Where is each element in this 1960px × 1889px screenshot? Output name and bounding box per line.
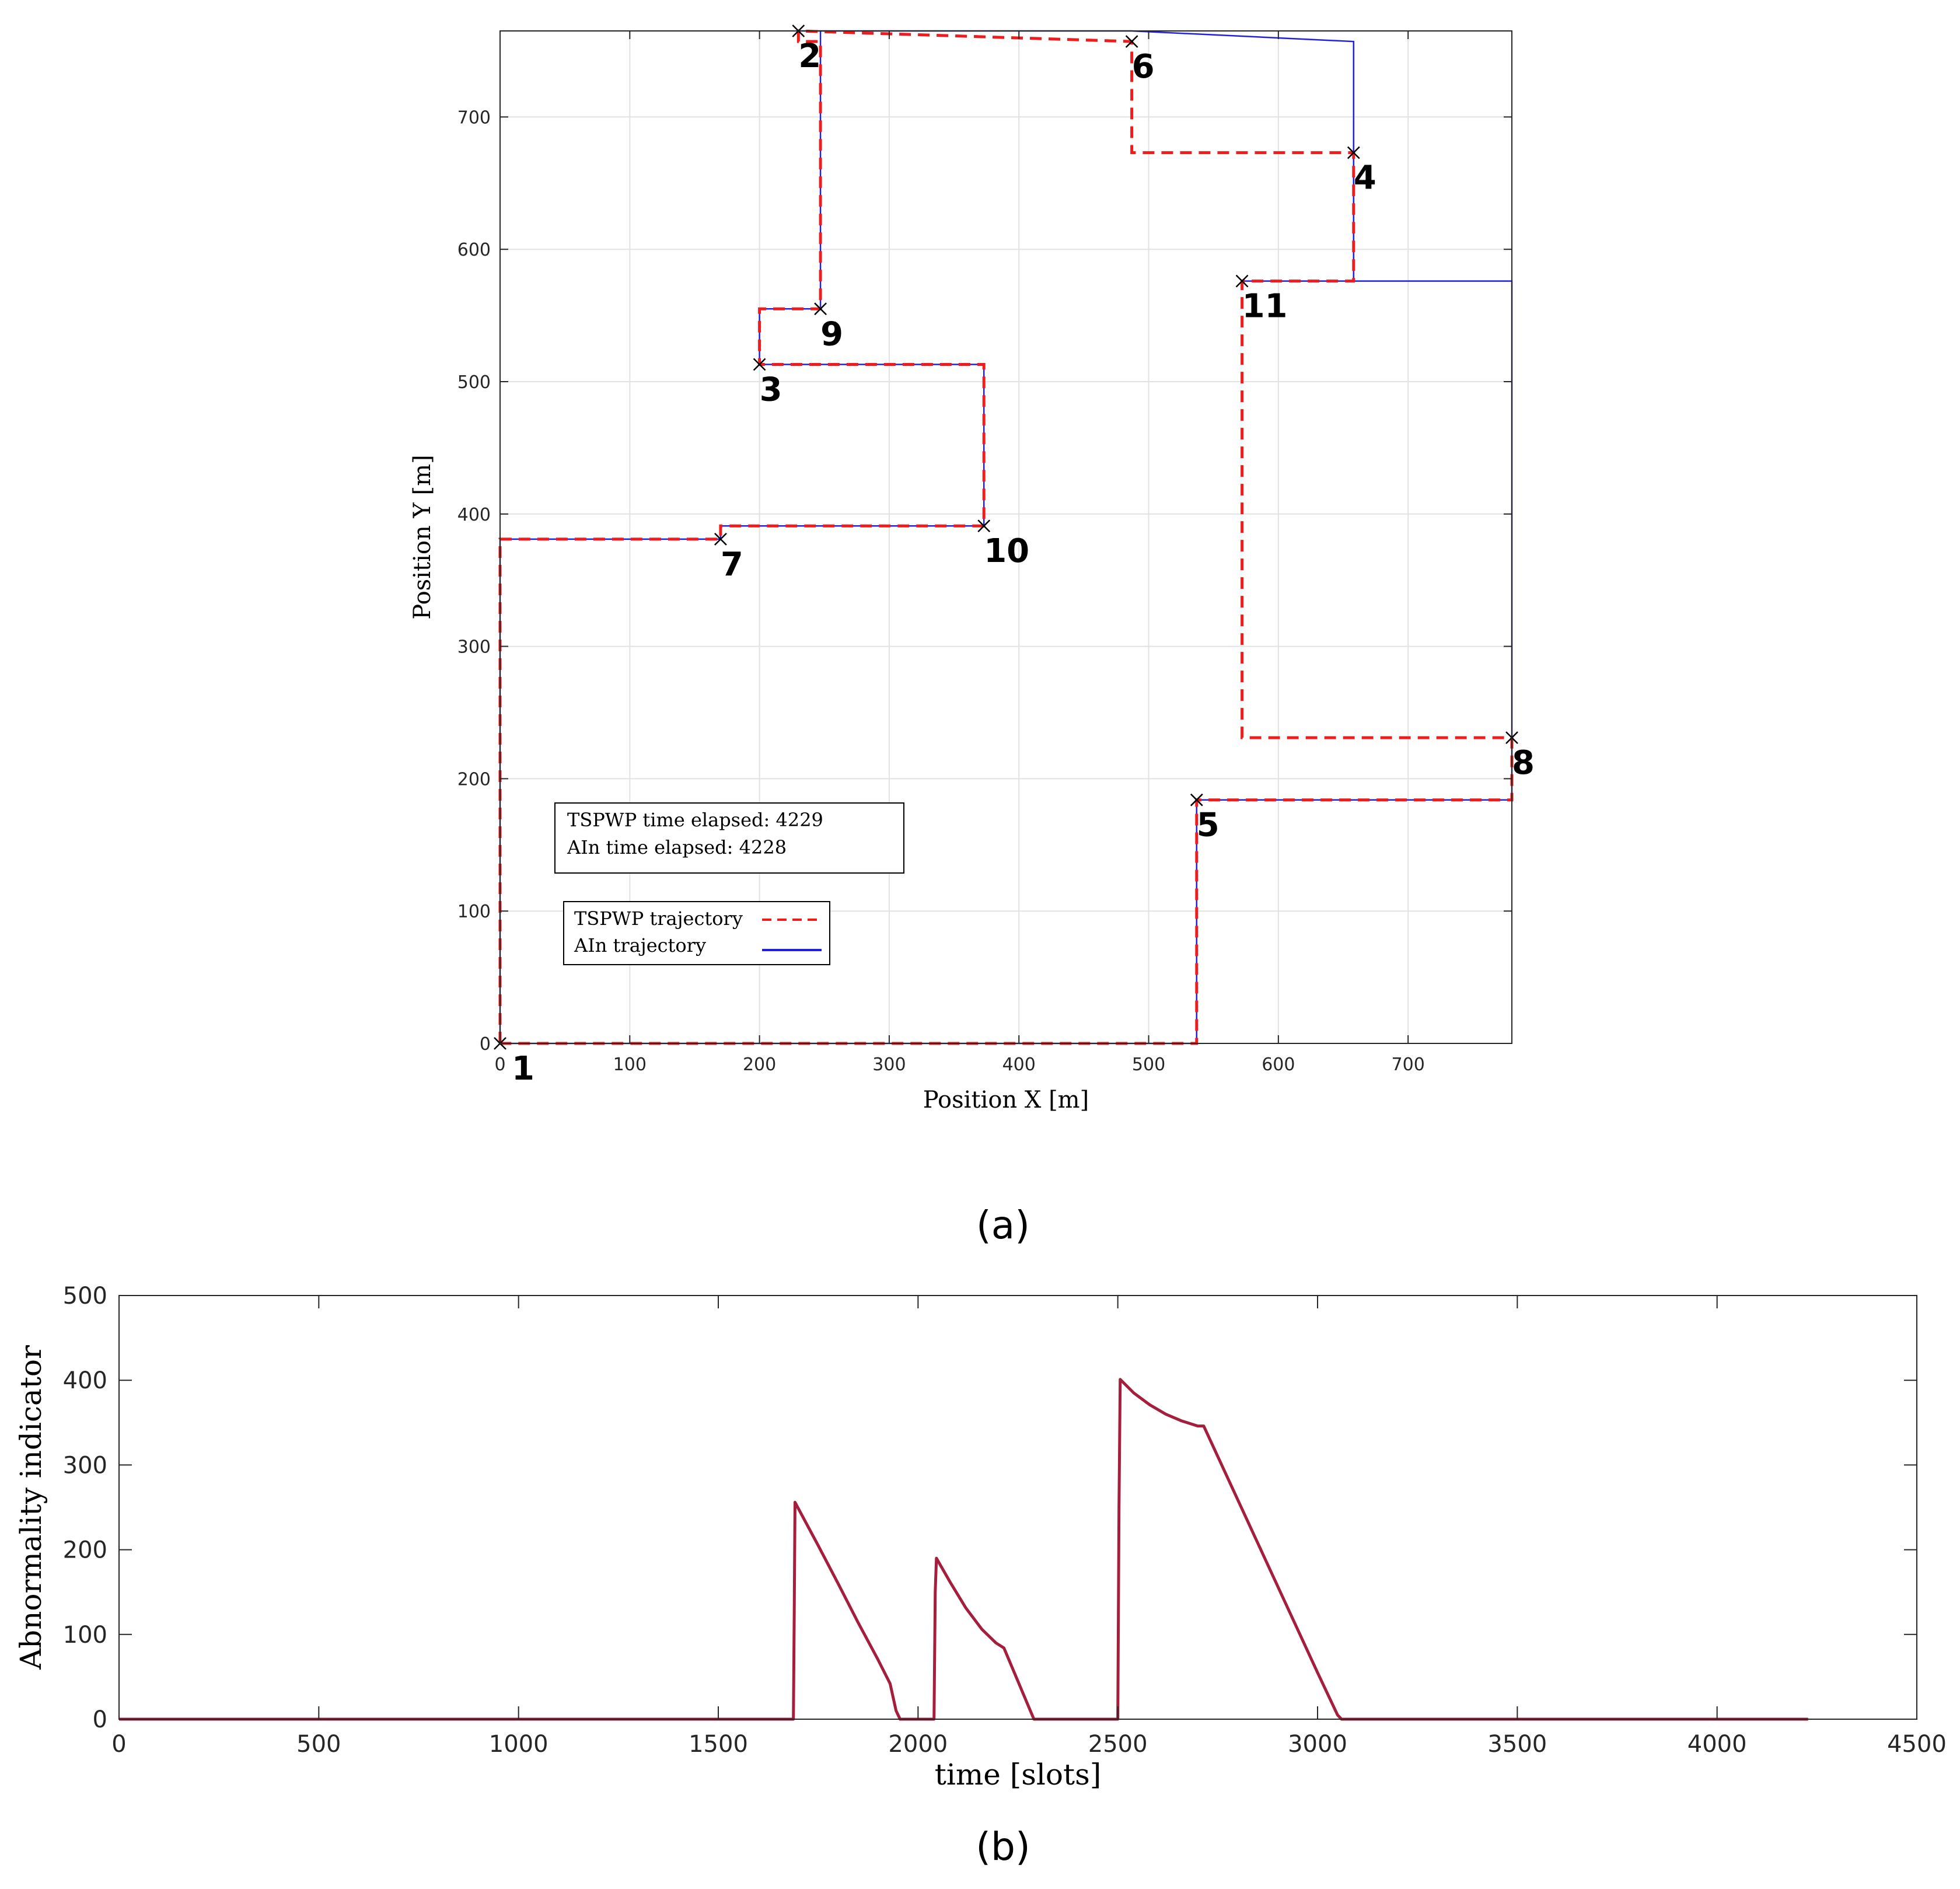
- waypoint-marker: [814, 302, 827, 316]
- plot-frame: [118, 1295, 1917, 1720]
- axis-ticks: 0 100 200 300 400 500 600 700 0 100 200 300 400 500 60…: [457, 31, 1512, 1075]
- waypoint-label: 1: [512, 1050, 534, 1088]
- x-tick-label: 3000: [1288, 1731, 1347, 1758]
- waypoint-label: 8: [1512, 744, 1535, 782]
- x-tick-label: 2000: [888, 1731, 948, 1758]
- abnormality-series: [119, 1378, 1808, 1721]
- y-tick-label: 500: [457, 372, 491, 393]
- waypoint-marker: [753, 358, 766, 371]
- x-tick-label: 400: [1002, 1055, 1036, 1075]
- waypoint-labels: 1 2 3 4 5 6 7 8 9 10 11: [512, 37, 1535, 1088]
- grid-lines: [499, 31, 1512, 1044]
- waypoint-marker: [1190, 793, 1203, 806]
- y-tick-label: 0: [93, 1706, 107, 1733]
- x-tick-label: 3500: [1487, 1731, 1547, 1758]
- waypoint-label: 5: [1197, 806, 1220, 844]
- y-axis-title: Position Y [m]: [409, 455, 436, 619]
- x-tick-label: 1500: [689, 1731, 748, 1758]
- x-tick-label: 4000: [1688, 1731, 1747, 1758]
- y-tick-label: 300: [63, 1452, 107, 1479]
- abnormality-chart: 0 500 1000 1500 2000 2500 3000 3500 4000 4500 0 100…: [14, 1283, 1947, 1869]
- y-tick-label: 300: [457, 637, 491, 658]
- y-tick-label: 500: [63, 1283, 107, 1310]
- waypoint-label: 11: [1242, 288, 1288, 326]
- waypoint-label: 6: [1132, 48, 1155, 86]
- trajectory-chart: 1 2 3 4 5 6 7 8 9 10 11 0 100 200 300 400 500 600 700 0 100…: [409, 25, 1535, 1248]
- y-tick-label: 400: [457, 505, 491, 525]
- waypoint-markers: [494, 25, 1518, 1050]
- y-tick-label: 100: [63, 1622, 107, 1649]
- x-tick-label: 500: [1132, 1055, 1165, 1075]
- waypoint-marker: [714, 533, 727, 546]
- x-tick-label: 4500: [1887, 1731, 1947, 1758]
- x-tick-label: 200: [743, 1055, 776, 1075]
- x-axis-title: Position X [m]: [923, 1087, 1089, 1113]
- waypoint-marker: [1347, 146, 1360, 159]
- y-tick-label: 100: [457, 902, 491, 922]
- legend: TSPWP trajectory AIn trajectory: [563, 901, 830, 965]
- x-tick-label: 100: [613, 1055, 647, 1075]
- x-tick-label: 300: [872, 1055, 906, 1075]
- x-tick-label: 1000: [489, 1731, 548, 1758]
- x-tick-label: 600: [1262, 1055, 1295, 1075]
- x-tick-label: 500: [296, 1731, 341, 1758]
- y-tick-label: 600: [457, 240, 491, 260]
- x-tick-label: 2500: [1088, 1731, 1148, 1758]
- y-tick-label: 200: [63, 1537, 107, 1564]
- legend-label-ain: AIn trajectory: [574, 934, 706, 956]
- waypoint-label: 3: [760, 371, 782, 409]
- x-tick-label: 0: [111, 1731, 126, 1758]
- waypoint-marker: [977, 519, 991, 533]
- waypoint-marker: [1125, 35, 1138, 48]
- y-axis-title: Abnormality indicator: [14, 1345, 48, 1670]
- x-tick-label: 0: [494, 1055, 505, 1075]
- waypoint-label: 9: [820, 315, 843, 353]
- abnormality-line: [119, 1378, 1808, 1721]
- info-box-line: AIn time elapsed: 4228: [567, 836, 787, 858]
- waypoint-label: 10: [984, 532, 1029, 570]
- y-tick-label: 700: [457, 107, 491, 128]
- y-tick-label: 200: [457, 769, 491, 790]
- waypoint-label: 2: [798, 37, 821, 75]
- waypoint-marker: [1235, 274, 1249, 288]
- x-tick-label: 700: [1392, 1055, 1425, 1075]
- y-tick-label: 400: [63, 1367, 107, 1394]
- legend-label-tspwp: TSPWP trajectory: [574, 907, 743, 930]
- waypoint-label: 7: [721, 546, 743, 584]
- waypoint-label: 4: [1354, 159, 1376, 197]
- info-box-line: TSPWP time elapsed: 4229: [567, 809, 823, 831]
- plot-frame: [499, 30, 1512, 1044]
- caption-a: (a): [976, 1203, 1030, 1248]
- y-tick-label: 0: [480, 1034, 491, 1055]
- axis-ticks: 0 500 1000 1500 2000 2500 3000 3500 4000 4500 0 100…: [63, 1283, 1947, 1758]
- x-axis-title: time [slots]: [935, 1758, 1102, 1792]
- caption-b: (b): [976, 1824, 1030, 1869]
- info-box: TSPWP time elapsed: 4229 AIn time elapse…: [554, 802, 904, 874]
